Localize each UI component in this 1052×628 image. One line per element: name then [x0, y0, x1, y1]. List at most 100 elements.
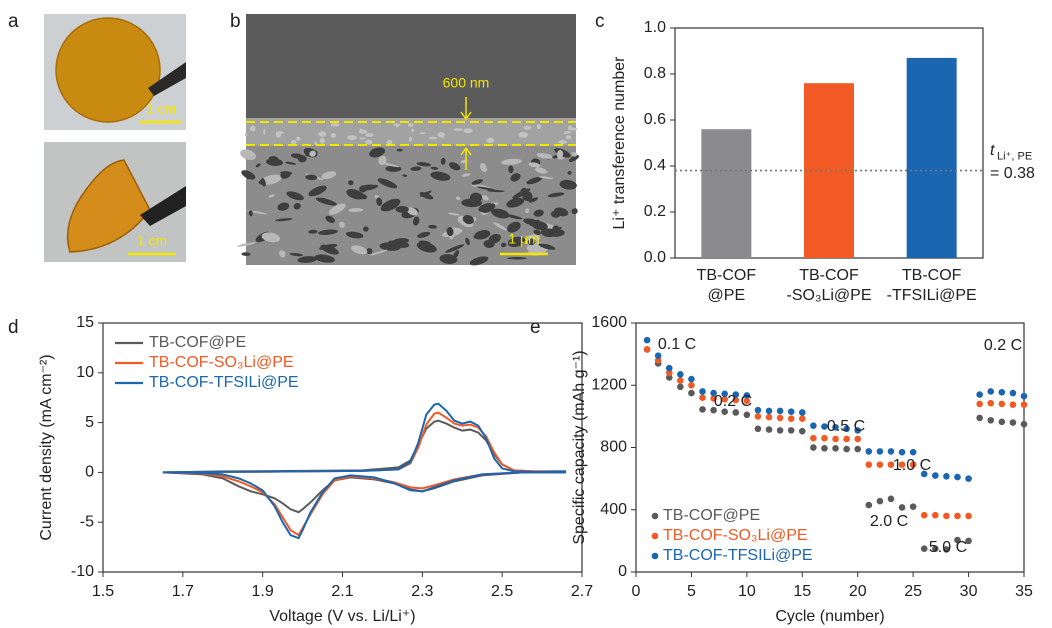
sem-pore — [328, 203, 346, 215]
sem-pore — [260, 178, 266, 187]
data-point — [876, 497, 884, 505]
reference-label: = 0.38 — [990, 165, 1035, 182]
sem-pore — [571, 208, 578, 215]
y-tick-label: 0.2 — [644, 203, 666, 220]
data-point — [898, 448, 906, 456]
data-point — [721, 408, 728, 416]
x-tick-label: 15 — [793, 583, 811, 600]
sem-grain — [411, 128, 415, 133]
sem-pore — [277, 202, 290, 211]
x-tick-label: 2.1 — [331, 583, 353, 600]
sem-pore — [412, 216, 420, 226]
sem-pore — [248, 210, 253, 217]
y-tick-label: 400 — [600, 501, 627, 518]
sem-pore — [448, 212, 460, 216]
y-tick-label: 15 — [76, 314, 94, 331]
sem-pore — [286, 191, 304, 201]
sem-pore — [527, 238, 536, 246]
sem-pore — [533, 229, 541, 236]
sem-pore — [325, 215, 335, 223]
sem-pore — [571, 151, 578, 157]
data-point — [854, 445, 862, 453]
sem-pore — [507, 221, 521, 233]
membrane-disc — [55, 17, 161, 123]
data-point — [643, 346, 651, 353]
sem-pore — [440, 157, 446, 165]
sem-grain — [291, 139, 297, 145]
sem-pore — [314, 254, 335, 263]
bar — [906, 57, 957, 259]
data-point — [965, 475, 972, 482]
y-tick-label: -10 — [71, 563, 94, 580]
x-tick-label: TB-COF — [697, 267, 757, 284]
data-point — [677, 371, 684, 378]
sem-pore — [533, 209, 544, 217]
x-tick-label: 10 — [738, 583, 756, 600]
sem-grain — [419, 132, 426, 135]
sem-pore — [439, 254, 458, 264]
sem-pore — [528, 162, 541, 168]
sem-grain — [386, 139, 393, 145]
data-point — [677, 383, 684, 391]
sem-pore — [547, 192, 565, 198]
data-point — [987, 388, 995, 395]
scale-bar-label: 1 μm — [508, 231, 539, 247]
sem-grain — [359, 137, 366, 140]
sem-pore — [315, 197, 337, 206]
data-point — [887, 495, 895, 503]
data-point — [1009, 401, 1017, 409]
sem-pore — [406, 207, 418, 216]
sem-pore — [410, 166, 422, 171]
data-point — [743, 392, 751, 399]
sem-pore — [318, 229, 338, 235]
data-point — [732, 409, 740, 416]
y-tick-label: 0 — [85, 464, 94, 481]
sem-pore — [455, 196, 461, 201]
sem-pore — [535, 167, 548, 174]
data-point — [887, 448, 895, 455]
scale-bar-label: 1 cm — [137, 233, 167, 249]
data-point — [688, 375, 695, 383]
y-axis-title: Li⁺ transference number — [611, 56, 628, 230]
data-point — [754, 425, 762, 433]
sem-pore — [289, 252, 303, 257]
sem-pore — [528, 197, 539, 203]
sem-pore — [462, 215, 474, 225]
data-point — [776, 407, 784, 415]
data-point — [920, 511, 928, 519]
data-point — [776, 427, 784, 434]
data-point — [987, 399, 995, 407]
data-point — [854, 435, 862, 443]
sem-pore — [366, 248, 373, 255]
data-point — [987, 416, 995, 424]
sem-pore — [567, 171, 572, 175]
sem-grain — [486, 137, 495, 144]
data-point — [787, 415, 795, 423]
data-point — [765, 426, 773, 433]
sem-pore — [236, 242, 257, 247]
sem-grain — [275, 131, 284, 135]
sem-grain — [437, 132, 445, 138]
x-tick-label: -SO₃Li@PE — [787, 287, 872, 304]
sem-pore — [377, 178, 398, 189]
sem-pore — [268, 156, 280, 166]
data-point — [932, 472, 939, 479]
x-tick-label: 2.3 — [411, 583, 433, 600]
data-point — [943, 472, 950, 480]
data-point — [898, 461, 906, 468]
data-point — [998, 388, 1006, 396]
sem-pore — [430, 166, 439, 170]
sem-pore — [416, 162, 431, 167]
x-tick-label: 2.7 — [571, 583, 593, 600]
sem-grain — [396, 124, 399, 128]
sem-pore — [280, 171, 291, 179]
rate-label: 0.5 C — [827, 418, 865, 435]
panel-label: e — [530, 317, 541, 338]
sem-pore — [483, 239, 495, 248]
sem-pore — [491, 208, 510, 219]
sem-grain — [295, 136, 301, 141]
legend-label: TB-COF-TFSILi@PE — [149, 374, 299, 391]
legend-label: TB-COF-SO₃Li@PE — [149, 354, 294, 371]
y-tick-label: 5 — [85, 414, 94, 431]
x-tick-label: 30 — [960, 583, 978, 600]
